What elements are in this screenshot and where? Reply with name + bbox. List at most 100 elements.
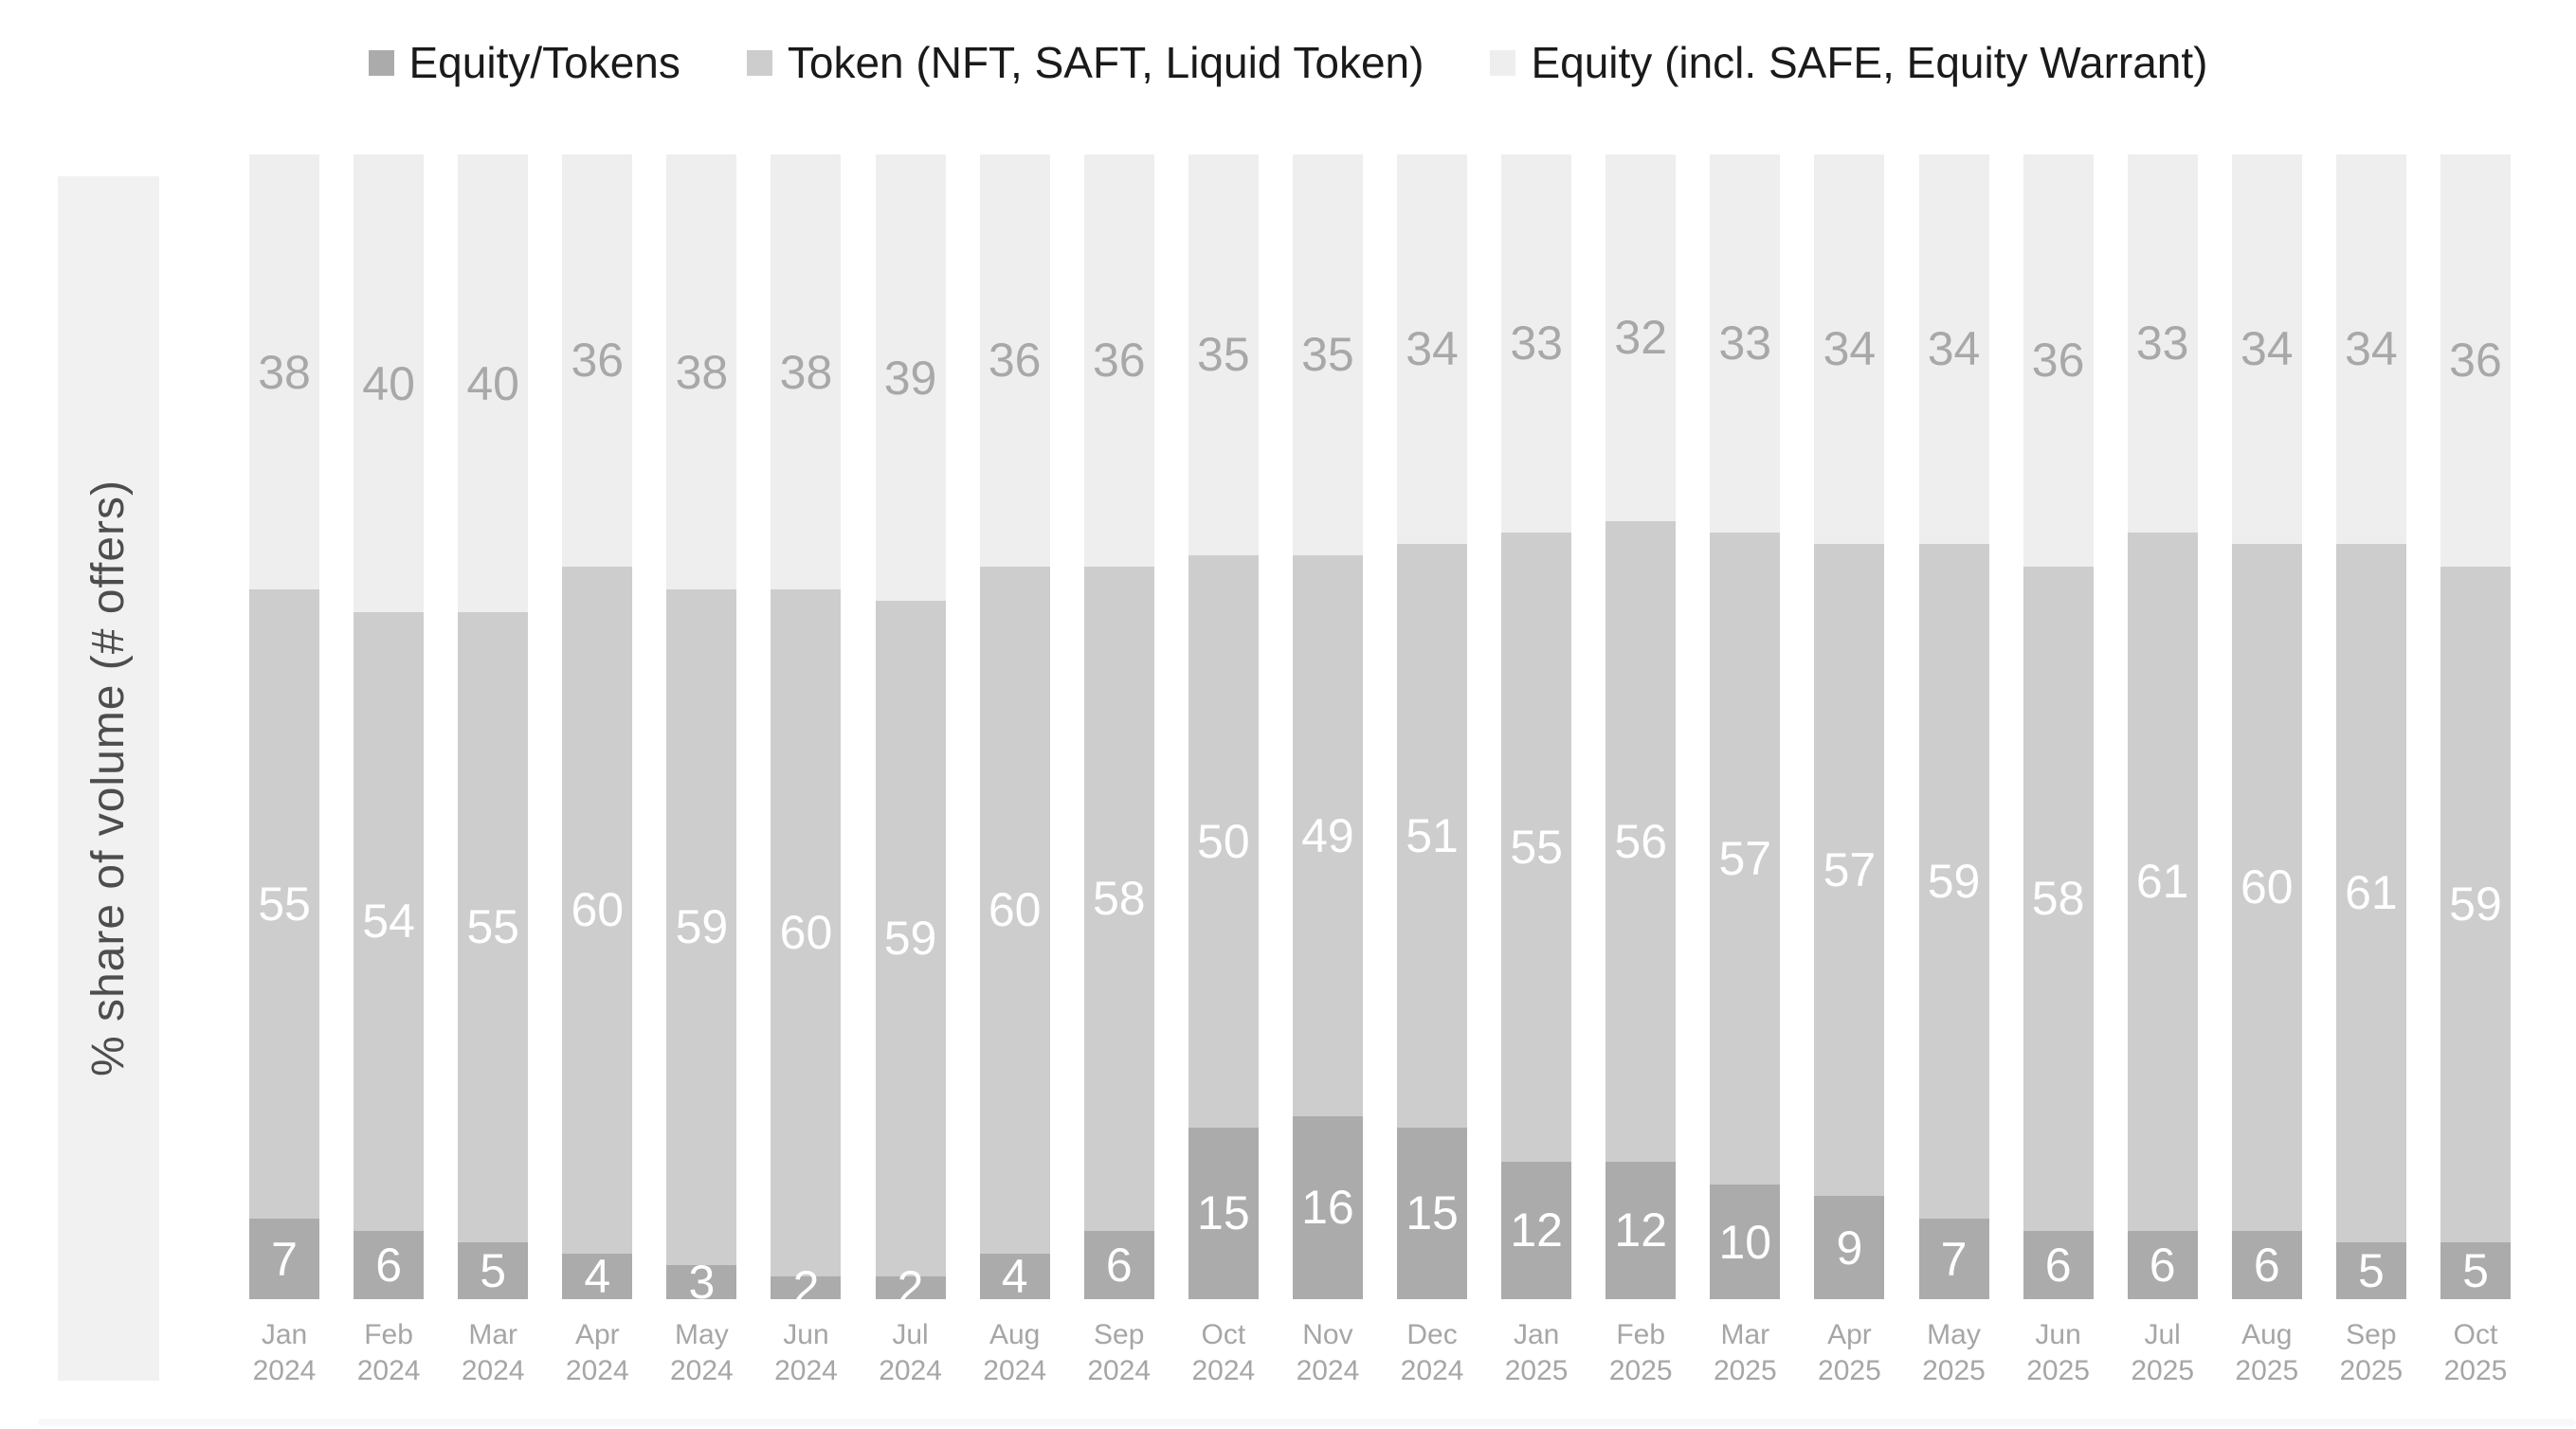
legend-label: Token (NFT, SAFT, Liquid Token) [787, 38, 1424, 87]
bar-value-label: 35 [1301, 328, 1354, 382]
bar-value-label: 60 [779, 906, 833, 960]
bar-column: 34 59 7 [1918, 154, 1989, 1299]
bar-value-label: 40 [466, 356, 519, 410]
x-axis-label-year: 2024 [356, 1355, 421, 1386]
bar-value-label: 35 [1197, 328, 1250, 382]
bar-value-label: 58 [2031, 872, 2085, 926]
bar-segment-token: 54 [354, 612, 425, 1231]
bar-value-label: 2 [792, 1260, 820, 1314]
bar-value-label: 33 [1510, 317, 1563, 371]
bar-column: 34 57 9 [1814, 154, 1885, 1299]
bar-segment-equity: 34 [2335, 154, 2406, 544]
x-axis-label: Oct 2024 [1188, 1317, 1259, 1389]
bar-segment-equity: 36 [2440, 154, 2511, 567]
x-axis-label-month: Jun [2035, 1319, 2081, 1350]
bar-segment-equity-tokens: 4 [979, 1253, 1050, 1300]
bar-value-label: 36 [2031, 334, 2085, 388]
x-axis-label: Jul 2024 [876, 1317, 946, 1389]
x-axis-label: Jul 2025 [2128, 1317, 2198, 1389]
bar-value-label: 6 [2044, 1238, 2072, 1292]
x-axis-label-year: 2024 [1296, 1355, 1360, 1386]
bar-value-label: 34 [1406, 322, 1459, 376]
x-axis-label-year: 2024 [461, 1355, 525, 1386]
bar-column: 33 55 12 [1501, 154, 1572, 1299]
x-axis-label: Jun 2024 [771, 1317, 841, 1389]
x-axis-label: Oct 2025 [2440, 1317, 2511, 1389]
bar-segment-token: 55 [1501, 532, 1572, 1163]
bar-segment-token: 55 [249, 589, 319, 1220]
bar-value-label: 50 [1197, 814, 1250, 868]
legend: Equity/Tokens Token (NFT, SAFT, Liquid To… [0, 32, 2576, 93]
x-axis-label-month: Sep [2346, 1319, 2397, 1350]
x-axis-label-month: Apr [1827, 1319, 1872, 1350]
bar-value-label: 36 [988, 334, 1042, 388]
plot-area: 38 55 7 40 54 6 40 55 5 36 60 4 38 59 3 38 60 2 39 59 2 36 60 4… [249, 154, 2511, 1311]
bar-value-label: 58 [1092, 872, 1146, 926]
bar-segment-equity-tokens: 16 [1292, 1115, 1363, 1299]
bar-value-label: 51 [1406, 808, 1459, 862]
legend-item-token: Token (NFT, SAFT, Liquid Token) [746, 37, 1424, 88]
x-axis-label: May 2025 [1919, 1317, 1989, 1389]
bar-segment-equity-tokens: 5 [2440, 1241, 2511, 1299]
x-axis-label: Mar 2025 [1710, 1317, 1780, 1389]
bar-value-label: 59 [675, 900, 729, 954]
bar-value-label: 34 [1823, 322, 1877, 376]
bar-column: 32 56 12 [1605, 154, 1677, 1299]
bar-value-label: 36 [2449, 334, 2502, 388]
bar-segment-token: 60 [979, 566, 1050, 1254]
x-axis-label-year: 2024 [670, 1355, 734, 1386]
bar-value-label: 61 [2345, 866, 2398, 920]
bar-column: 36 59 5 [2440, 154, 2511, 1299]
x-axis-label-month: Mar [468, 1319, 518, 1350]
bar-value-label: 2 [897, 1260, 924, 1314]
x-axis-label: Nov 2024 [1293, 1317, 1363, 1389]
bar-segment-token: 61 [2127, 532, 2198, 1231]
x-axis-label-year: 2024 [1087, 1355, 1152, 1386]
bar-segment-equity: 36 [979, 154, 1050, 567]
bar-segment-equity-tokens: 7 [249, 1219, 319, 1299]
bar-segment-equity: 34 [1397, 154, 1468, 544]
bar-segment-equity-tokens: 6 [2127, 1230, 2198, 1299]
bar-value-label: 15 [1406, 1186, 1459, 1240]
bar-value-label: 55 [466, 900, 519, 954]
bar-value-label: 38 [258, 345, 311, 399]
bar-column: 36 60 4 [979, 154, 1050, 1300]
bar-column: 36 58 6 [1083, 154, 1154, 1299]
bar-segment-equity-tokens: 6 [354, 1230, 425, 1299]
bar-segment-equity-tokens: 6 [1083, 1230, 1154, 1299]
x-axis-label: Feb 2024 [354, 1317, 424, 1389]
bar-column: 35 49 16 [1292, 154, 1363, 1299]
bar-value-label: 5 [2462, 1243, 2489, 1297]
x-axis-label-month: Jul [2144, 1319, 2181, 1350]
bar-column: 35 50 15 [1188, 154, 1259, 1299]
bar-segment-token: 58 [1083, 566, 1154, 1231]
x-axis-label-month: Jan [1513, 1319, 1560, 1350]
x-axis-label-year: 2025 [1922, 1355, 1986, 1386]
x-axis-label-year: 2025 [2131, 1355, 2195, 1386]
bar-column: 39 59 2 [875, 154, 946, 1311]
bar-segment-equity: 35 [1188, 154, 1259, 555]
legend-swatch-icon [1490, 49, 1516, 76]
bar-value-label: 34 [1927, 322, 1981, 376]
bar-value-label: 59 [1927, 855, 1981, 909]
bar-segment-equity-tokens: 4 [562, 1249, 633, 1303]
bar-value-label: 3 [688, 1255, 716, 1309]
y-axis-band: % share of volume (# offers) [58, 176, 159, 1381]
bar-segment-equity-tokens: 12 [1501, 1162, 1572, 1299]
x-axis-label-year: 2025 [2235, 1355, 2299, 1386]
x-axis-label: May 2024 [666, 1317, 736, 1389]
bar-segment-token: 55 [458, 612, 529, 1242]
x-axis-label-month: Sep [1094, 1319, 1145, 1350]
bar-column: 34 60 6 [2231, 154, 2302, 1299]
bar-segment-equity: 36 [1083, 154, 1154, 567]
x-axis-label-year: 2024 [1400, 1355, 1464, 1386]
bar-column: 33 57 10 [1710, 154, 1781, 1299]
x-axis-label-year: 2025 [2339, 1355, 2404, 1386]
bar-value-label: 7 [1940, 1232, 1968, 1286]
bar-segment-token: 57 [1710, 532, 1781, 1185]
bar-segment-equity: 34 [2231, 154, 2302, 544]
bar-value-label: 4 [584, 1249, 611, 1303]
bar-value-label: 34 [2240, 322, 2294, 376]
bar-value-label: 54 [362, 895, 415, 949]
